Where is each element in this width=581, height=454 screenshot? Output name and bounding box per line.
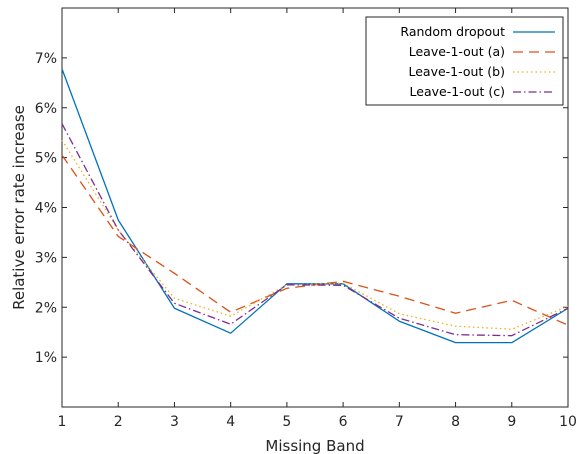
series-layer xyxy=(61,68,569,344)
legend-label: Leave-1-out (c) xyxy=(410,84,505,99)
legend-label: Random dropout xyxy=(400,24,505,39)
y-tick-label: 7% xyxy=(35,51,57,67)
y-tick-label: 5% xyxy=(35,151,57,167)
x-tick-label: 8 xyxy=(451,414,460,430)
x-tick-label: 1 xyxy=(58,414,67,430)
series-line-3 xyxy=(61,123,569,337)
legend: Random dropout Leave-1-out (a) Leave-1-out… xyxy=(365,16,564,106)
y-tick-label: 1% xyxy=(35,350,57,366)
x-tick-label: 5 xyxy=(282,414,291,430)
series-line-1 xyxy=(61,154,569,326)
x-tick-label: 6 xyxy=(339,414,348,430)
series-line-0 xyxy=(61,68,569,344)
x-axis-label: Missing Band xyxy=(265,437,364,454)
x-tick-label: 7 xyxy=(395,414,404,430)
x-tick-label: 9 xyxy=(507,414,516,430)
legend-label: Leave-1-out (a) xyxy=(409,44,505,59)
y-tick-label: 4% xyxy=(35,201,57,217)
x-tick-label: 3 xyxy=(170,414,179,430)
legend-label: Leave-1-out (b) xyxy=(408,64,505,79)
y-tick-label: 2% xyxy=(35,300,57,316)
x-tick-label: 10 xyxy=(559,414,577,430)
y-axis-label: Relative error rate increase xyxy=(10,105,28,310)
axis-ticks: 1 2 3 4 5 6 7 8 9 10 1% 2% 3% 4% 5% 6% 7% xyxy=(35,8,577,430)
x-tick-label: 2 xyxy=(114,414,123,430)
y-tick-label: 6% xyxy=(35,101,57,117)
y-tick-label: 3% xyxy=(35,250,57,266)
x-tick-label: 4 xyxy=(226,414,235,430)
